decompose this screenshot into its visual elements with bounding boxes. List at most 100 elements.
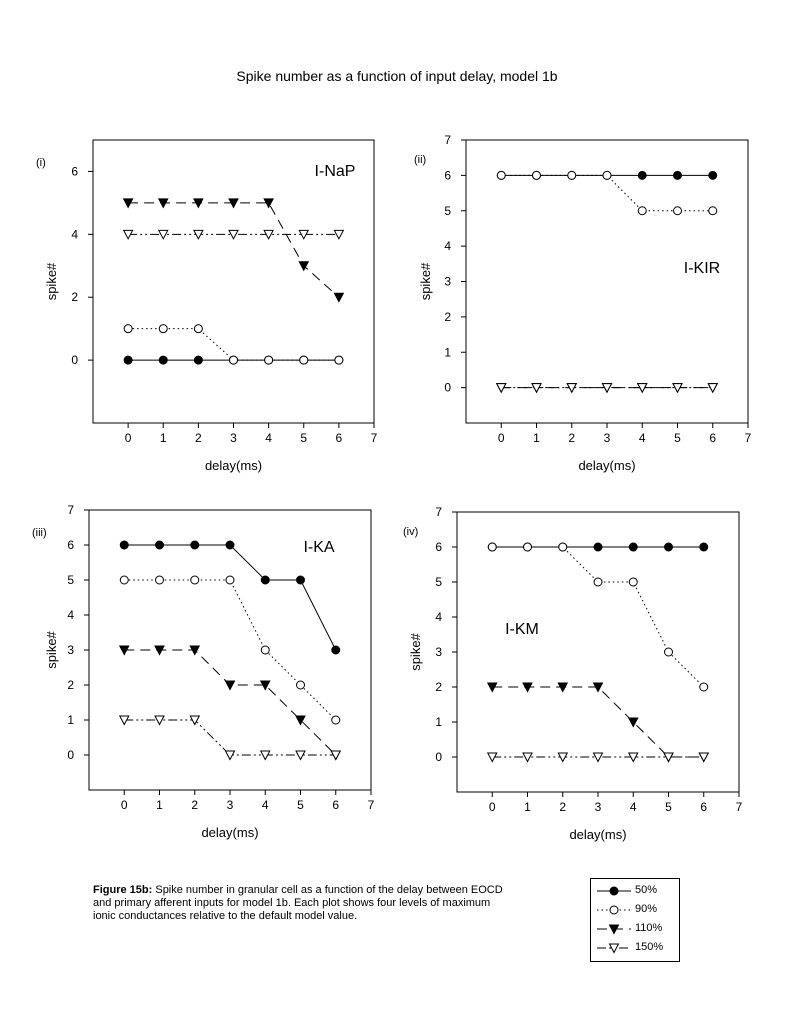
y-tick-label: 1 [67, 713, 74, 727]
data-point [593, 542, 603, 552]
x-tick-label: 5 [674, 431, 681, 445]
data-point [628, 577, 638, 587]
data-point [193, 324, 203, 334]
data-point [263, 198, 274, 209]
data-point [263, 229, 274, 240]
y-tick-label: 6 [444, 168, 451, 182]
data-point [229, 355, 238, 365]
series-line [492, 546, 705, 688]
data-point [259, 750, 271, 761]
data-point [334, 355, 344, 365]
x-tick-label: 7 [371, 431, 378, 445]
x-tick-label: 5 [297, 798, 304, 812]
legend-marker [609, 905, 619, 915]
data-point [557, 752, 569, 763]
data-point [698, 752, 710, 763]
series-line [124, 649, 337, 756]
x-axis-title: delay(ms) [205, 458, 262, 473]
chart-panel: 0 1 2 3 4 5 6 7 0 1 2 3 4 5 6 7 delay(ms) spike# (iii) I-KA [32, 503, 375, 840]
data-point [333, 292, 345, 303]
data-point [225, 575, 235, 585]
series-line [501, 174, 713, 212]
data-point [664, 542, 673, 552]
panel-tag: (i) [36, 157, 46, 169]
legend-item: 90% [591, 903, 679, 917]
series-line [124, 579, 337, 721]
plot-frame [92, 139, 375, 424]
x-tick-label: 7 [736, 800, 743, 814]
data-point [224, 750, 236, 761]
legend-swatch [597, 943, 631, 954]
legend-label: 50% [635, 884, 658, 896]
legend-swatch [597, 905, 631, 915]
y-tick-label: 3 [444, 275, 451, 289]
data-point [155, 575, 164, 585]
data-point [333, 229, 345, 240]
data-point [298, 229, 310, 240]
x-tick-label: 3 [230, 431, 237, 445]
x-tick-label: 1 [156, 798, 163, 812]
x-tick-label: 1 [160, 431, 167, 445]
data-point [119, 575, 129, 585]
legend: 50% 90% 110% 150% [590, 878, 680, 962]
y-tick-label: 4 [444, 239, 451, 253]
data-point [193, 229, 204, 240]
plot-frame [456, 511, 740, 793]
data-point [532, 170, 541, 180]
data-point [298, 261, 310, 272]
data-point [157, 198, 169, 209]
y-tick-label: 0 [71, 353, 78, 367]
x-tick-label: 2 [195, 431, 202, 445]
y-axis-title: spike# [408, 632, 423, 670]
data-point [154, 645, 165, 656]
x-tick-label: 4 [639, 431, 646, 445]
y-tick-label: 6 [435, 540, 442, 554]
y-tick-label: 3 [435, 645, 442, 659]
x-tick-label: 5 [300, 431, 307, 445]
x-tick-label: 4 [630, 800, 637, 814]
data-point [123, 355, 133, 365]
data-point [637, 206, 647, 216]
y-tick-label: 6 [71, 164, 78, 178]
x-tick-label: 6 [709, 431, 716, 445]
y-tick-label: 1 [435, 715, 442, 729]
data-point [672, 383, 683, 394]
legend-marker [609, 886, 619, 896]
data-point [567, 170, 577, 180]
data-point [189, 645, 201, 656]
figure-title: Spike number as a function of input dela… [236, 68, 558, 84]
data-point [296, 575, 305, 585]
x-tick-label: 3 [227, 798, 234, 812]
data-point [260, 575, 270, 585]
y-tick-label: 7 [67, 503, 74, 517]
data-point [190, 540, 200, 550]
y-tick-label: 2 [435, 680, 442, 694]
data-point [486, 752, 498, 763]
y-tick-label: 2 [71, 290, 78, 304]
data-point [522, 682, 533, 693]
data-point [627, 717, 639, 728]
series-line [124, 544, 337, 651]
y-tick-label: 1 [444, 345, 451, 359]
plot-frame [465, 139, 749, 424]
data-point [592, 752, 604, 763]
x-tick-label: 6 [700, 800, 707, 814]
data-point [637, 170, 647, 180]
data-point [331, 645, 341, 655]
data-point [122, 229, 134, 240]
y-tick-label: 7 [444, 133, 451, 147]
data-point [627, 752, 639, 763]
data-point [330, 750, 342, 761]
data-point [523, 542, 532, 552]
x-tick-label: 1 [524, 800, 531, 814]
x-tick-label: 0 [121, 798, 128, 812]
y-tick-label: 5 [435, 575, 442, 589]
data-point [122, 198, 134, 209]
y-tick-label: 2 [444, 310, 451, 324]
data-point [295, 715, 306, 726]
panel-tag: (ii) [414, 154, 426, 166]
data-point [708, 170, 718, 180]
x-tick-label: 0 [498, 431, 505, 445]
x-tick-label: 5 [665, 800, 672, 814]
data-point [259, 680, 271, 691]
